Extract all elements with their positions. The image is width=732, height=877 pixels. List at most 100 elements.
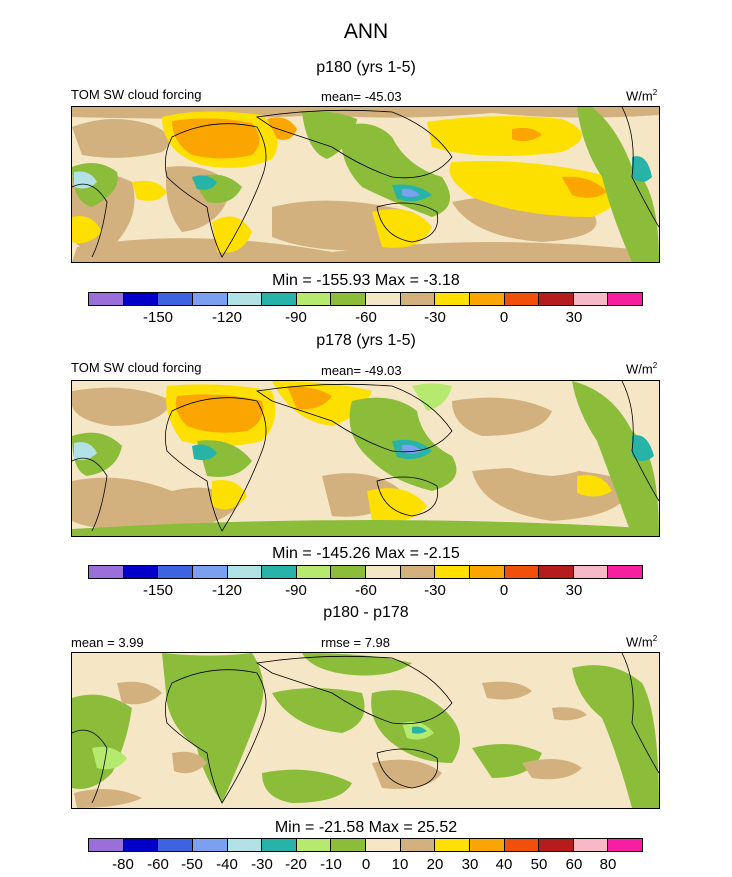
colorbar-2-box — [192, 566, 228, 578]
panel-3-map — [71, 652, 660, 809]
panel-3-contours — [72, 653, 659, 808]
colorbar-1-box — [400, 293, 436, 305]
colorbar-3-box — [573, 839, 609, 851]
colorbar-3-tick: -30 — [251, 856, 273, 873]
colorbar-1-tick: 0 — [499, 309, 509, 326]
colorbar-1-box — [192, 293, 228, 305]
colorbar-2-tick: -30 — [424, 582, 446, 599]
colorbar-1-box — [89, 293, 124, 305]
colorbar-2-box — [504, 566, 540, 578]
colorbar-1-box — [296, 293, 332, 305]
colorbar-3-box — [469, 839, 505, 851]
colorbar-1-box — [262, 293, 297, 305]
colorbar-2-box — [469, 566, 505, 578]
colorbar-2-box — [227, 566, 263, 578]
colorbar-3-box — [539, 839, 574, 851]
colorbar-1-box — [573, 293, 609, 305]
colorbar-3-box — [435, 839, 470, 851]
colorbar-1-box — [158, 293, 193, 305]
panel-3-background — [72, 653, 659, 808]
colorbar-3-tick: 20 — [426, 856, 444, 873]
colorbar-3-tick: -60 — [147, 856, 169, 873]
colorbar-1-tick: -60 — [355, 309, 377, 326]
colorbar-3-box — [296, 839, 332, 851]
panel-2-left-label: TOM SW cloud forcing — [71, 360, 202, 375]
panel-3-rmse-label: rmse = 7.98 — [321, 635, 391, 650]
colorbar-3-tick: -40 — [216, 856, 238, 873]
panel-2-title: p178 (yrs 1-5) — [316, 332, 416, 349]
colorbar-3-box — [123, 839, 159, 851]
colorbar-2-box — [573, 566, 609, 578]
panel-2-contours — [72, 381, 659, 536]
colorbar-1-tick: -90 — [285, 309, 307, 326]
colorbar-3-box — [366, 839, 401, 851]
colorbar-3-tick: -20 — [285, 856, 307, 873]
colorbar-3-tick: 0 — [361, 856, 371, 873]
panel-1-minmax: Min = -155.93 Max = -3.18 — [272, 272, 460, 289]
colorbar-3-tick: -50 — [181, 856, 203, 873]
colorbar-2-tick: 30 — [565, 582, 583, 599]
panel-3-mean-label: mean = 3.99 — [71, 635, 144, 650]
panel-2-coastlines — [72, 381, 659, 532]
panel-2-mean-label: mean= -49.03 — [321, 363, 402, 378]
colorbar-2-tick: -120 — [211, 582, 243, 599]
colorbar-3-box — [227, 839, 263, 851]
colorbar-3-box — [504, 839, 540, 851]
colorbar-2-tick: -90 — [285, 582, 307, 599]
panel-2-minmax: Min = -145.26 Max = -2.15 — [272, 545, 460, 562]
colorbar-2-tick: -60 — [355, 582, 377, 599]
colorbar-3-tick: 60 — [565, 856, 583, 873]
colorbar-2-box — [296, 566, 332, 578]
panel-1-colorbar — [88, 292, 643, 306]
colorbar-3-box — [158, 839, 193, 851]
panel-2-units: W/m2 — [626, 361, 658, 377]
colorbar-2-box — [539, 566, 574, 578]
colorbar-2-box — [608, 566, 642, 578]
panel-3-units: W/m2 — [626, 634, 658, 650]
panel-1-mean-label: mean= -45.03 — [321, 89, 402, 104]
colorbar-1-box — [504, 293, 540, 305]
colorbar-3-tick: 30 — [461, 856, 479, 873]
colorbar-3-tick: -80 — [112, 856, 134, 873]
colorbar-1-box — [435, 293, 470, 305]
panel-1-left-label: TOM SW cloud forcing — [71, 87, 202, 102]
colorbar-1-box — [608, 293, 642, 305]
panel-1-units: W/m2 — [626, 88, 658, 104]
colorbar-1-box — [331, 293, 366, 305]
colorbar-2-tick: -150 — [142, 582, 174, 599]
colorbar-1-box — [469, 293, 505, 305]
panel-1-map — [71, 106, 660, 263]
colorbar-1-box — [123, 293, 159, 305]
colorbar-3-box — [331, 839, 366, 851]
colorbar-2-box — [262, 566, 297, 578]
colorbar-2-tick: 0 — [499, 582, 509, 599]
panel-1-title: p180 (yrs 1-5) — [316, 59, 416, 76]
panel-3-coastlines — [72, 653, 659, 804]
colorbar-1-tick: -150 — [142, 309, 174, 326]
colorbar-3-box — [89, 839, 124, 851]
colorbar-1-tick: -30 — [424, 309, 446, 326]
colorbar-3-box — [400, 839, 436, 851]
panel-3-minmax: Min = -21.58 Max = 25.52 — [274, 819, 458, 836]
panel-2-colorbar — [88, 565, 643, 579]
colorbar-2-box — [435, 566, 470, 578]
colorbar-1-tick: -120 — [211, 309, 243, 326]
panel-3-colorbar — [88, 838, 643, 852]
colorbar-3-box — [262, 839, 297, 851]
colorbar-3-tick: 40 — [495, 856, 513, 873]
colorbar-2-box — [400, 566, 436, 578]
colorbar-1-box — [539, 293, 574, 305]
colorbar-3-box — [192, 839, 228, 851]
colorbar-2-box — [89, 566, 124, 578]
colorbar-3-tick: 80 — [599, 856, 617, 873]
colorbar-3-box — [608, 839, 642, 851]
panel-1-contours — [72, 107, 659, 262]
colorbar-1-box — [366, 293, 401, 305]
panel-2-map — [71, 380, 660, 537]
colorbar-3-tick: 10 — [391, 856, 409, 873]
colorbar-2-box — [366, 566, 401, 578]
colorbar-1-box — [227, 293, 263, 305]
colorbar-2-box — [123, 566, 159, 578]
figure-title: ANN — [343, 20, 389, 43]
colorbar-3-tick: -10 — [320, 856, 342, 873]
